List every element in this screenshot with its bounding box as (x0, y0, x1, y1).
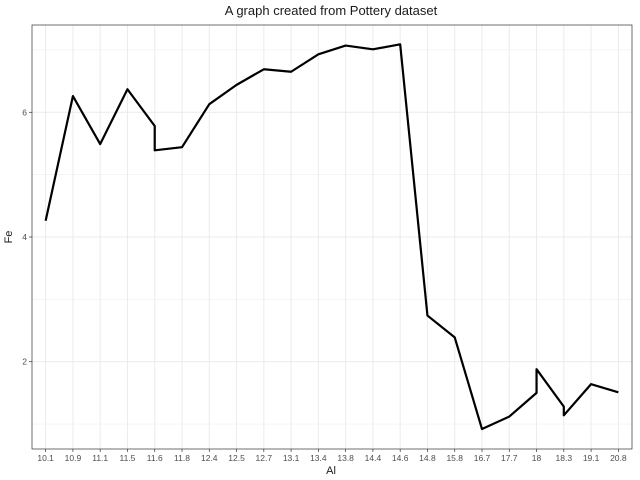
x-tick-label: 14.8 (419, 453, 436, 463)
axes: 2 4 6 10.1 10.9 11.1 11.5 11.6 11.8 12.4 12.5 12.7 1… (22, 107, 627, 463)
x-tick-label: 16.7 (474, 453, 491, 463)
y-axis-title: Fe (3, 231, 15, 244)
series-layer (44, 43, 619, 431)
x-tick-label: 18 (532, 453, 542, 463)
x-tick-label: 13.1 (283, 453, 300, 463)
y-tick-label: 2 (22, 357, 27, 367)
y-tick-label: 4 (22, 232, 27, 242)
series-line (44, 43, 619, 431)
x-tick-label: 12.4 (201, 453, 218, 463)
x-axis-title: Al (326, 465, 336, 477)
x-tick-label: 11.1 (92, 453, 108, 463)
x-tick-label: 14.6 (392, 453, 409, 463)
chart-title: A graph created from Pottery dataset (225, 3, 438, 18)
x-tick-label: 19.1 (583, 453, 600, 463)
x-tick-label: 15.8 (446, 453, 463, 463)
x-tick-label: 14.4 (365, 453, 382, 463)
x-tick-label: 18.3 (556, 453, 573, 463)
x-tick-label: 13.8 (337, 453, 354, 463)
x-tick-label: 11.6 (147, 453, 163, 463)
grid-lines (32, 25, 632, 449)
x-tick-label: 11.8 (174, 453, 190, 463)
y-tick-label: 6 (22, 107, 27, 117)
x-tick-label: 13.4 (310, 453, 327, 463)
x-tick-label: 20.8 (610, 453, 627, 463)
x-tick-label: 10.9 (65, 453, 82, 463)
x-tick-label: 12.7 (256, 453, 273, 463)
x-tick-label: 17.7 (501, 453, 518, 463)
x-tick-label: 12.5 (228, 453, 245, 463)
x-tick-label: 11.5 (119, 453, 135, 463)
x-tick-label: 10.1 (37, 453, 54, 463)
